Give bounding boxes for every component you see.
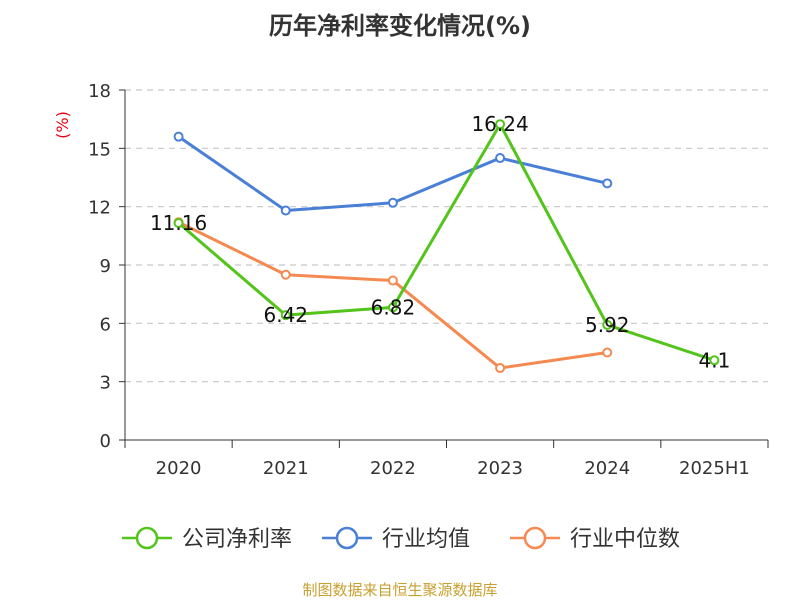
data-point (602, 319, 613, 330)
data-label: 16.24 (471, 112, 528, 136)
series-layer (173, 119, 720, 374)
data-label: 5.92 (585, 313, 630, 337)
data-point (280, 205, 291, 216)
legend-label: 公司净利率 (182, 527, 292, 552)
y-tick-label: 6 (100, 314, 111, 335)
legend-swatch-marker (335, 526, 359, 550)
data-labels: 11.16 6.42 6.82 16.24 5.92 4.1 (150, 112, 730, 372)
data-point (495, 119, 506, 130)
x-tick-label: 2020 (156, 458, 202, 479)
axes: 0 3 6 9 12 15 18 2020 2021 2022 2023 2024 2025H1 (88, 81, 769, 479)
y-axis-label: (%) (53, 111, 72, 139)
x-tick-label: 2025H1 (679, 458, 750, 479)
x-tick-label: 2021 (263, 458, 309, 479)
chart-title: 历年净利率变化情况(%) (269, 12, 531, 40)
x-tick-label: 2023 (477, 458, 523, 479)
grid-lines (125, 89, 768, 383)
data-point (387, 275, 398, 286)
x-tick-label: 2024 (584, 458, 630, 479)
data-point (280, 269, 291, 280)
legend-swatch-marker (135, 526, 159, 550)
data-point (173, 218, 184, 228)
data-label: 4.1 (699, 348, 731, 372)
data-label: 11.16 (150, 211, 207, 235)
legend-label: 行业中位数 (570, 527, 680, 552)
source-note: 制图数据来自恒生聚源数据库 (302, 581, 497, 599)
y-tick-label: 12 (88, 198, 111, 219)
data-label: 6.42 (263, 303, 308, 327)
data-point (495, 153, 506, 164)
series-line (177, 122, 715, 362)
data-point (387, 197, 398, 208)
legend-swatch-marker (523, 526, 547, 550)
data-point (602, 347, 613, 358)
y-tick-label: 9 (100, 256, 111, 277)
y-tick-label: 0 (100, 431, 111, 452)
data-point (387, 302, 398, 313)
data-label: 6.82 (371, 295, 416, 319)
data-point (173, 131, 184, 142)
y-tick-label: 15 (88, 139, 111, 160)
y-tick-label: 18 (88, 81, 111, 102)
data-point (495, 363, 506, 374)
data-point (602, 178, 613, 189)
y-tick-label: 3 (100, 373, 111, 394)
data-point (709, 355, 720, 366)
data-point (280, 310, 291, 321)
legend-label: 行业均值 (382, 527, 470, 552)
x-tick-label: 2022 (370, 458, 416, 479)
legend: 公司净利率 行业均值 行业中位数 (122, 526, 680, 552)
